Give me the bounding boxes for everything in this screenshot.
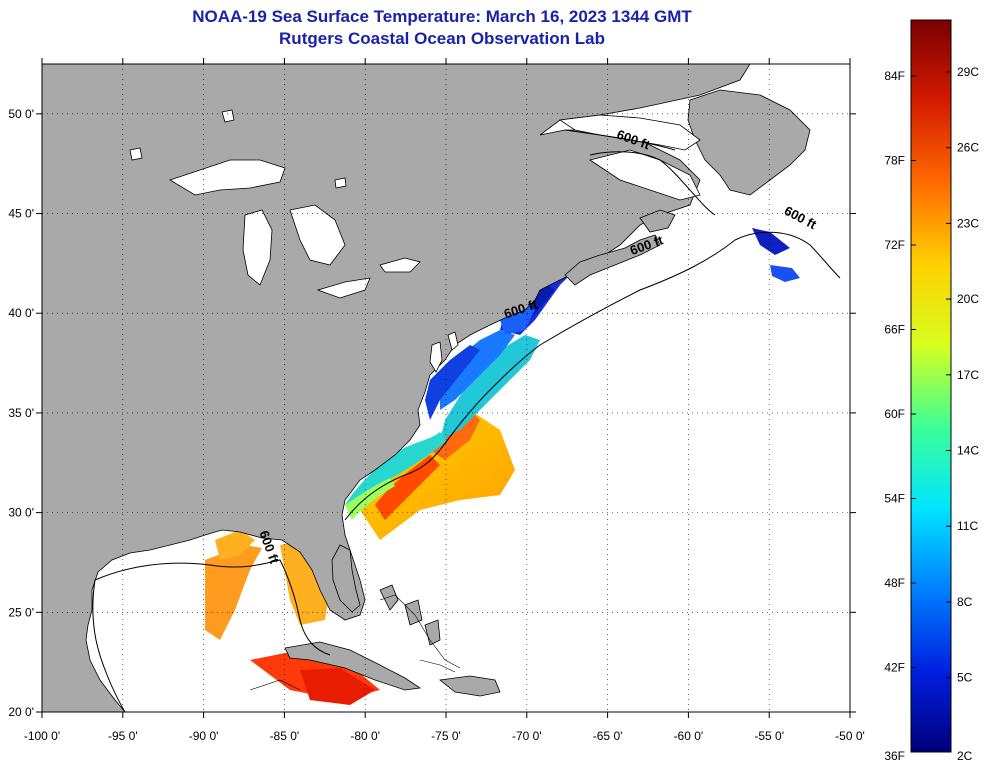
- lat-tick-label: 35 0': [8, 406, 34, 420]
- lon-tick-label: -60 0': [674, 729, 704, 743]
- lat-tick-label: 30 0': [8, 506, 34, 520]
- lat-tick-label: 45 0': [8, 207, 34, 221]
- lon-tick-label: -75 0': [431, 729, 461, 743]
- lat-tick-label: 20 0': [8, 705, 34, 719]
- lon-tick-label: -50 0': [835, 729, 865, 743]
- lat-tick-label: 50 0': [8, 107, 34, 121]
- lon-tick-label: -100 0': [24, 729, 60, 743]
- lon-tick-label: -95 0': [108, 729, 138, 743]
- lon-tick-label: -80 0': [350, 729, 380, 743]
- lon-tick-label: -55 0': [754, 729, 784, 743]
- lat-tick-label: 25 0': [8, 605, 34, 619]
- sst-map: 600 ft600 ft600 ft600 ft600 ft -100 0' -9…: [0, 0, 984, 770]
- lon-tick-label: -85 0': [270, 729, 300, 743]
- lon-tick-label: -65 0': [593, 729, 623, 743]
- lon-tick-label: -90 0': [189, 729, 219, 743]
- lat-tick-label: 40 0': [8, 306, 34, 320]
- lon-tick-label: -70 0': [512, 729, 542, 743]
